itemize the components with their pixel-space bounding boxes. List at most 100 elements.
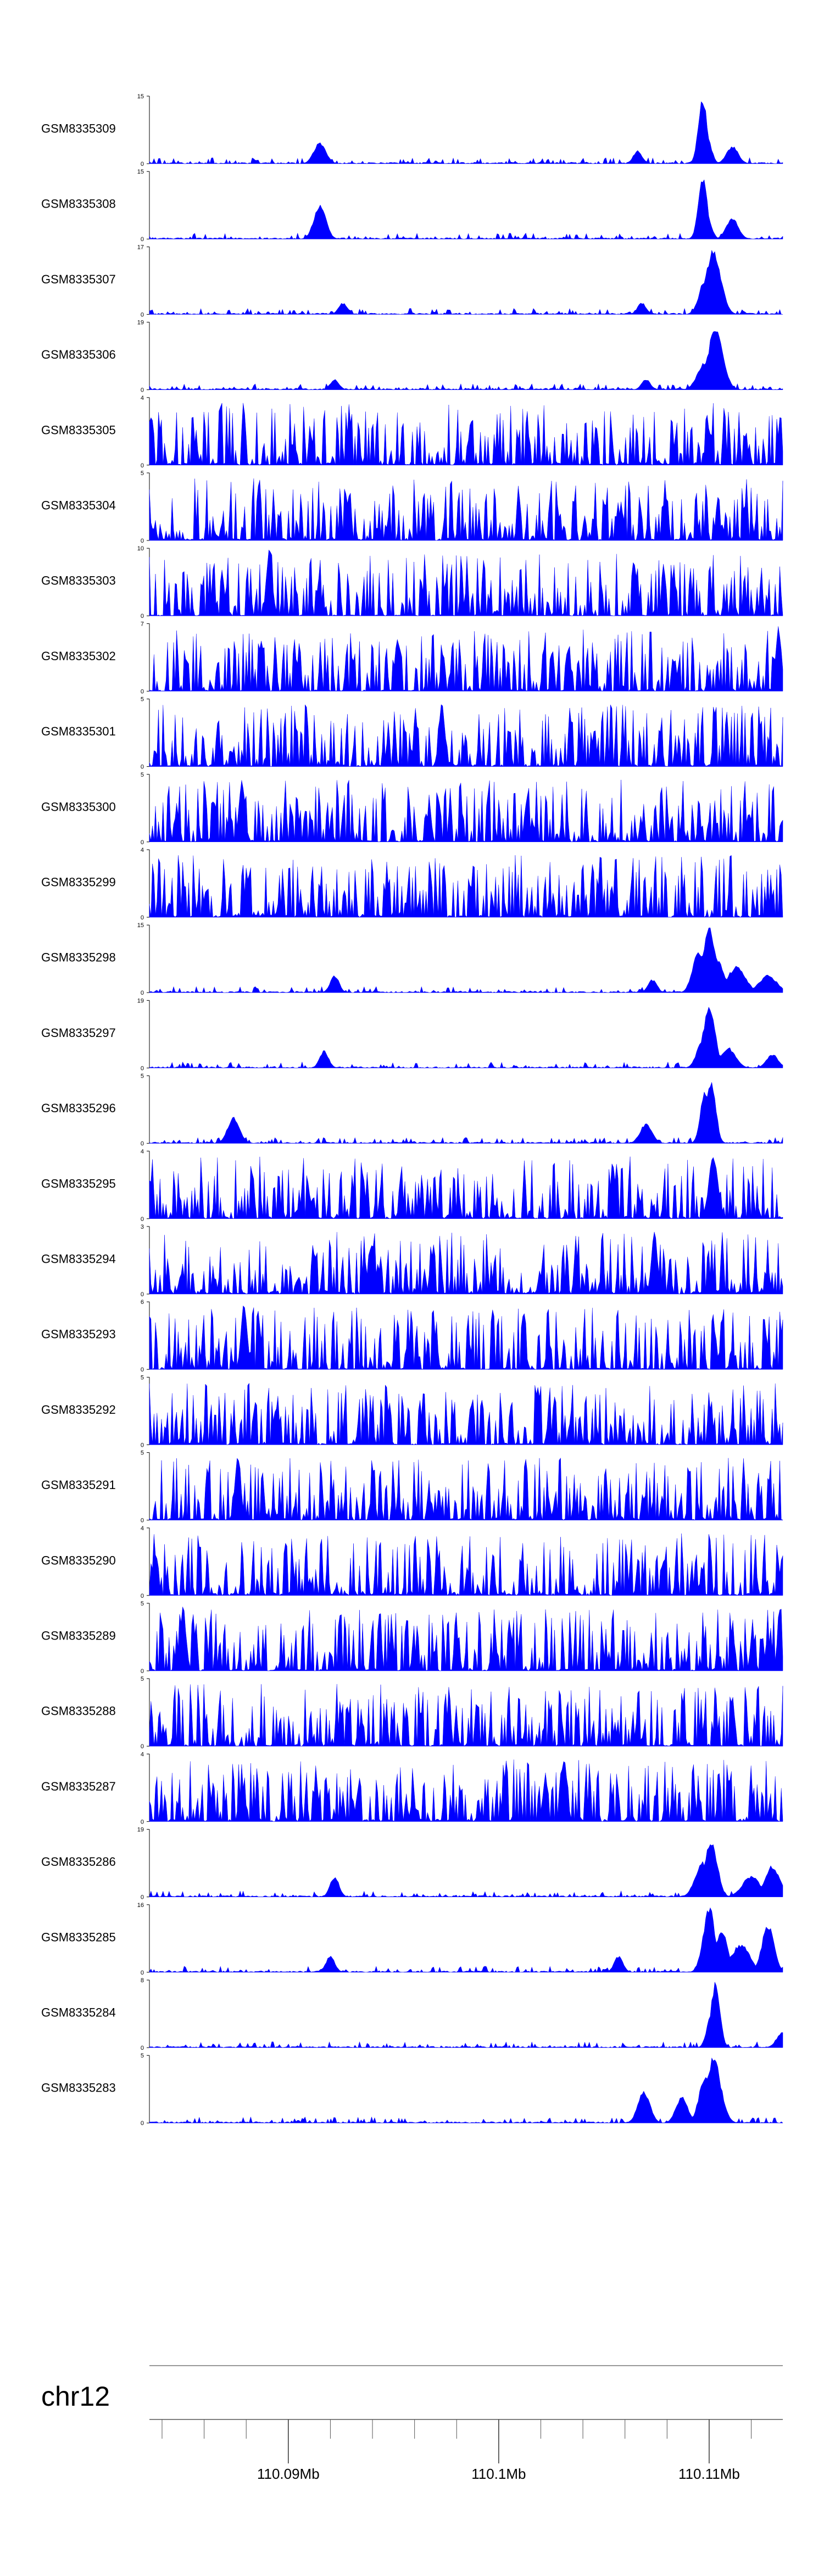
signal-area bbox=[149, 1006, 783, 1068]
track-GSM8335303: GSM8335303 10 0 bbox=[41, 545, 783, 620]
genome-axis: 110.09Mb 110.1Mb 110.11Mb bbox=[149, 2419, 783, 2482]
y-tick-label-zero: 0 bbox=[141, 1216, 144, 1223]
genome-axis-tick-label: 110.11Mb bbox=[678, 2466, 740, 2482]
y-tick-label-zero: 0 bbox=[141, 2120, 144, 2127]
y-tick-label-max: 5 bbox=[141, 2053, 144, 2059]
y-tick-label-zero: 0 bbox=[141, 311, 144, 318]
track-GSM8335293: GSM8335293 6 0 bbox=[41, 1299, 783, 1373]
y-tick-label-zero: 0 bbox=[141, 462, 144, 469]
y-tick-label-zero: 0 bbox=[141, 1970, 144, 1976]
track-GSM8335287: GSM8335287 4 0 bbox=[41, 1751, 783, 1825]
y-tick-label-max: 16 bbox=[137, 1902, 144, 1909]
signal-area bbox=[149, 1305, 783, 1370]
y-tick-label-max: 5 bbox=[141, 470, 144, 477]
signal-area bbox=[149, 2057, 783, 2123]
signal-area bbox=[149, 1907, 783, 1973]
track-GSM8335306: GSM8335306 19 0 bbox=[41, 320, 783, 394]
track-label: GSM8335304 bbox=[41, 499, 116, 512]
track-GSM8335295: GSM8335295 4 0 bbox=[41, 1148, 783, 1223]
signal-area bbox=[149, 1982, 783, 2048]
track-label: GSM8335308 bbox=[41, 197, 116, 211]
y-tick-label-zero: 0 bbox=[141, 1743, 144, 1750]
track-GSM8335285: GSM8335285 16 0 bbox=[41, 1902, 783, 1976]
y-tick-label-zero: 0 bbox=[141, 1367, 144, 1373]
signal-area bbox=[149, 478, 783, 541]
track-GSM8335284: GSM8335284 8 0 bbox=[41, 1977, 783, 2051]
track-label: GSM8335300 bbox=[41, 800, 116, 813]
y-tick-label-zero: 0 bbox=[141, 538, 144, 544]
track-label: GSM8335291 bbox=[41, 1478, 116, 1492]
y-tick-label-zero: 0 bbox=[141, 1291, 144, 1298]
track-label: GSM8335309 bbox=[41, 122, 116, 136]
track-label: GSM8335283 bbox=[41, 2081, 116, 2095]
y-tick-label-max: 7 bbox=[141, 621, 144, 627]
track-GSM8335290: GSM8335290 4 0 bbox=[41, 1525, 783, 1599]
signal-area bbox=[149, 704, 783, 767]
signal-area bbox=[149, 403, 783, 466]
track-label: GSM8335296 bbox=[41, 1101, 116, 1115]
y-tick-label-max: 4 bbox=[141, 1148, 144, 1155]
track-label: GSM8335298 bbox=[41, 951, 116, 964]
y-tick-label-max: 19 bbox=[137, 320, 144, 326]
y-tick-label-zero: 0 bbox=[141, 764, 144, 771]
y-tick-label-zero: 0 bbox=[141, 1141, 144, 1147]
signal-area bbox=[149, 179, 783, 239]
y-tick-label-max: 19 bbox=[137, 997, 144, 1004]
y-tick-label-max: 6 bbox=[141, 1299, 144, 1306]
y-tick-label-max: 5 bbox=[141, 1073, 144, 1080]
track-label: GSM8335299 bbox=[41, 876, 116, 889]
signal-area bbox=[149, 549, 783, 616]
track-GSM8335302: GSM8335302 7 0 bbox=[41, 621, 783, 695]
y-tick-label-zero: 0 bbox=[141, 990, 144, 996]
y-tick-label-zero: 0 bbox=[141, 387, 144, 394]
y-tick-label-zero: 0 bbox=[141, 688, 144, 695]
y-tick-label-zero: 0 bbox=[141, 236, 144, 243]
track-label: GSM8335287 bbox=[41, 1780, 116, 1793]
y-tick-label-zero: 0 bbox=[141, 613, 144, 620]
signal-area bbox=[149, 626, 783, 692]
track-GSM8335309: GSM8335309 15 0 bbox=[41, 93, 783, 168]
y-tick-label-max: 5 bbox=[141, 1450, 144, 1457]
y-tick-label-zero: 0 bbox=[141, 1593, 144, 1599]
signal-area bbox=[149, 331, 783, 391]
signal-area bbox=[149, 927, 783, 993]
track-GSM8335299: GSM8335299 4 0 bbox=[41, 847, 783, 921]
track-label: GSM8335286 bbox=[41, 1855, 116, 1869]
track-GSM8335283: GSM8335283 5 0 bbox=[41, 2053, 783, 2127]
signal-tracks: GSM8335309150GSM8335308150GSM8335307170G… bbox=[41, 93, 783, 2127]
signal-area bbox=[149, 1231, 783, 1295]
track-GSM8335304: GSM8335304 5 0 bbox=[41, 470, 783, 544]
y-tick-label-max: 5 bbox=[141, 1601, 144, 1607]
y-tick-label-max: 19 bbox=[137, 1827, 144, 1833]
track-label: GSM8335307 bbox=[41, 272, 116, 286]
track-GSM8335308: GSM8335308 15 0 bbox=[41, 169, 783, 243]
track-label: GSM8335302 bbox=[41, 649, 116, 663]
signal-area bbox=[149, 1844, 783, 1897]
signal-area bbox=[149, 1457, 783, 1521]
track-label: GSM8335301 bbox=[41, 724, 116, 738]
y-tick-label-zero: 0 bbox=[141, 1894, 144, 1901]
y-tick-label-max: 15 bbox=[137, 169, 144, 175]
y-tick-label-max: 15 bbox=[137, 922, 144, 929]
y-tick-label-zero: 0 bbox=[141, 1442, 144, 1448]
signal-area bbox=[149, 1382, 783, 1445]
track-GSM8335294: GSM8335294 3 0 bbox=[41, 1224, 783, 1298]
track-GSM8335288: GSM8335288 5 0 bbox=[41, 1676, 783, 1750]
track-GSM8335291: GSM8335291 5 0 bbox=[41, 1450, 783, 1524]
track-GSM8335289: GSM8335289 5 0 bbox=[41, 1601, 783, 1675]
genome-axis-tick-label: 110.1Mb bbox=[471, 2466, 526, 2482]
track-label: GSM8335297 bbox=[41, 1026, 116, 1040]
track-GSM8335305: GSM8335305 4 0 bbox=[41, 395, 783, 469]
y-tick-label-zero: 0 bbox=[141, 1065, 144, 1072]
track-GSM8335286: GSM8335286 19 0 bbox=[41, 1827, 783, 1901]
track-label: GSM8335294 bbox=[41, 1252, 116, 1266]
y-tick-label-max: 15 bbox=[137, 93, 144, 100]
track-label: GSM8335284 bbox=[41, 2006, 116, 2020]
track-GSM8335300: GSM8335300 5 0 bbox=[41, 772, 783, 846]
signal-area bbox=[149, 855, 783, 918]
track-GSM8335292: GSM8335292 5 0 bbox=[41, 1374, 783, 1448]
signal-area bbox=[149, 101, 783, 164]
track-GSM8335296: GSM8335296 5 0 bbox=[41, 1073, 783, 1147]
genome-axis-tick-label: 110.09Mb bbox=[257, 2466, 320, 2482]
